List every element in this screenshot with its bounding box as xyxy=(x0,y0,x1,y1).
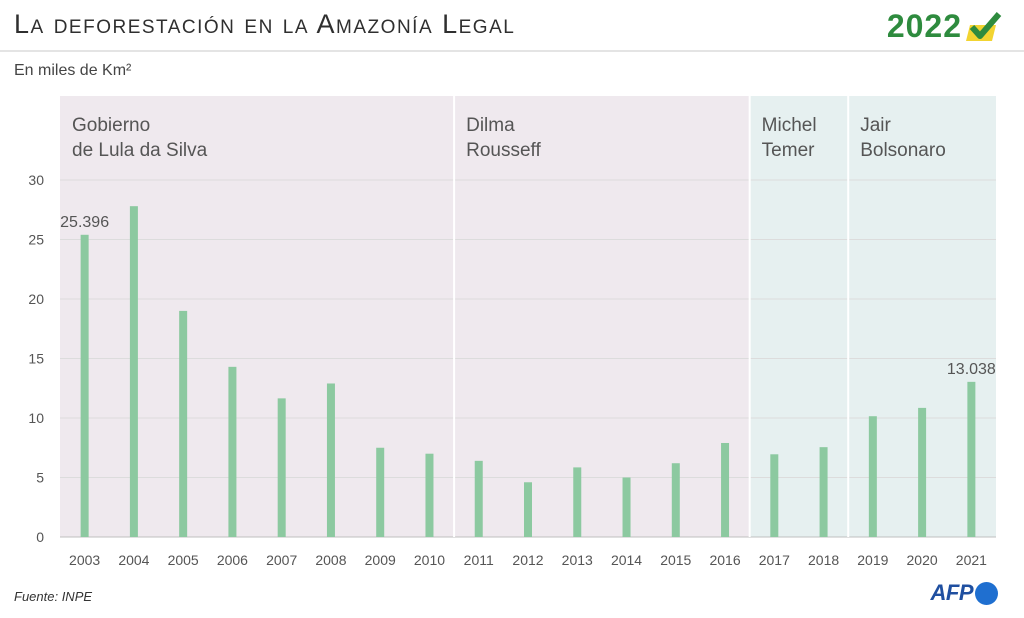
bar-2011 xyxy=(474,460,483,537)
period-label-dilma: Rousseff xyxy=(466,140,541,161)
period-separators xyxy=(453,96,850,537)
bar-2012 xyxy=(524,482,532,537)
bar-2006 xyxy=(228,366,237,537)
year-badge: 2022 xyxy=(887,8,1002,45)
bar-2021 xyxy=(967,381,976,537)
x-tick-label: 2015 xyxy=(660,552,691,568)
x-tick-label: 2018 xyxy=(808,552,839,568)
period-label-temer: Temer xyxy=(762,140,815,161)
period-label-dilma: Dilma xyxy=(466,115,515,136)
period-bg-lula xyxy=(60,96,455,537)
year-badge-text: 2022 xyxy=(886,8,962,44)
afp-dot-icon xyxy=(975,581,998,605)
x-tick-label: 2006 xyxy=(217,552,248,568)
x-tick-label: 2020 xyxy=(907,552,938,568)
x-tick-label: 2013 xyxy=(562,552,593,568)
x-tick-label: 2004 xyxy=(118,552,149,568)
bar-2016 xyxy=(721,442,730,537)
grid-lines xyxy=(60,179,996,538)
x-tick-label: 2005 xyxy=(168,552,199,568)
x-tick-label: 2009 xyxy=(365,552,396,568)
y-tick-label: 0 xyxy=(36,529,44,545)
period-bg-temer xyxy=(749,96,849,537)
ballot-check-icon xyxy=(966,11,1002,41)
bar-2008 xyxy=(326,383,335,537)
x-tick-label: 2021 xyxy=(956,552,987,568)
x-tick-label: 2010 xyxy=(414,552,445,568)
labels: Gobierno de Lula da Silva Dilma Rousseff Mic… xyxy=(28,115,996,568)
bar-2009 xyxy=(376,447,385,537)
y-tick-label: 25 xyxy=(28,232,44,248)
y-tick-label: 15 xyxy=(28,351,44,367)
source-note: Fuente: INPE xyxy=(14,589,93,604)
bar-2013 xyxy=(573,467,582,537)
data-label: 25.396 xyxy=(60,214,109,231)
bar-2019 xyxy=(868,416,877,537)
bar-2018 xyxy=(819,447,828,537)
x-tick-label: 2017 xyxy=(759,552,790,568)
period-label-temer: Michel xyxy=(762,115,817,136)
y-tick-label: 20 xyxy=(28,291,44,307)
x-tick-label: 2014 xyxy=(611,552,642,568)
bar-chart: Gobierno de Lula da Silva Dilma Rousseff Mic… xyxy=(28,96,996,568)
y-tick-label: 30 xyxy=(28,172,44,188)
x-tick-label: 2008 xyxy=(315,552,346,568)
bar-2004 xyxy=(129,206,138,537)
bar-2015 xyxy=(671,463,680,537)
y-tick-label: 5 xyxy=(36,470,44,486)
bar-2005 xyxy=(179,310,188,537)
period-backgrounds xyxy=(60,96,996,537)
x-tick-label: 2012 xyxy=(512,552,543,568)
header-bar: La deforestación en la Amazonía Legal 20… xyxy=(0,0,1024,52)
unit-label: En miles de Km² xyxy=(14,62,132,79)
data-label: 13.038 xyxy=(947,361,996,378)
period-label-bolsonaro: Bolsonaro xyxy=(860,140,946,161)
chart-title: La deforestación en la Amazonía Legal xyxy=(14,9,516,39)
bar-2014 xyxy=(622,477,631,537)
period-label-lula: Gobierno xyxy=(72,115,150,136)
period-label-bolsonaro: Jair xyxy=(860,115,891,136)
y-tick-label: 10 xyxy=(28,410,44,426)
bar-2003 xyxy=(80,234,89,537)
bar-2007 xyxy=(277,398,286,537)
bar-2020 xyxy=(918,407,927,537)
afp-logo-text: AFP xyxy=(930,580,974,605)
x-tick-label: 2003 xyxy=(69,552,100,568)
x-tick-label: 2007 xyxy=(266,552,297,568)
x-tick-label: 2011 xyxy=(464,552,494,568)
x-tick-label: 2016 xyxy=(709,552,740,568)
afp-logo: AFP xyxy=(930,580,998,606)
x-tick-label: 2019 xyxy=(857,552,888,568)
bar-2010 xyxy=(425,453,434,537)
period-label-lula: de Lula da Silva xyxy=(72,140,208,161)
period-bg-dilma xyxy=(454,96,750,537)
bar-2017 xyxy=(770,454,779,537)
bars xyxy=(80,206,976,537)
